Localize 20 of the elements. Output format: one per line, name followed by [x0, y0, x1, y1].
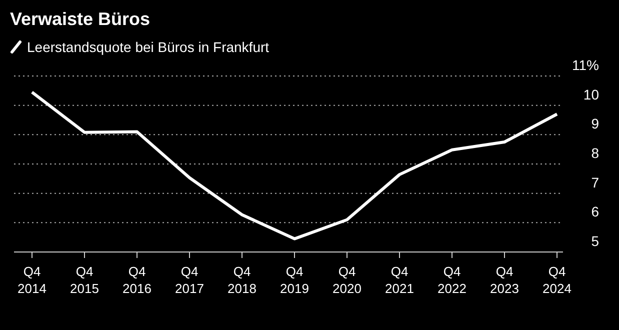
legend-label: Leerstandsquote bei Büros in Frankfurt [27, 39, 270, 55]
y-tick-label: 11% [572, 57, 599, 73]
y-tick-label: 5 [591, 233, 600, 249]
y-tick-label: 7 [591, 174, 600, 190]
x-tick-label: Q4 2018 [228, 264, 256, 296]
x-tick-label: Q4 2021 [385, 264, 414, 296]
x-tick-label: Q4 2019 [280, 264, 309, 296]
y-tick-label: 10 [583, 86, 600, 102]
chart-title: Verwaiste Büros [10, 9, 150, 29]
y-tick-label: 8 [591, 145, 600, 161]
x-tick-label: Q4 2023 [490, 264, 519, 296]
x-tick-label: Q4 2024 [542, 264, 572, 296]
x-tick-label: Q4 2014 [18, 264, 46, 296]
x-tick-label: Q4 2016 [122, 264, 152, 296]
x-tick-label: Q4 2015 [70, 264, 99, 296]
x-tick-label: Q4 2017 [175, 264, 204, 296]
x-tick-label: Q4 2020 [332, 264, 362, 296]
x-tick-label: Q4 2022 [438, 264, 466, 296]
y-tick-label: 6 [591, 204, 600, 220]
y-tick-label: 9 [591, 116, 600, 132]
